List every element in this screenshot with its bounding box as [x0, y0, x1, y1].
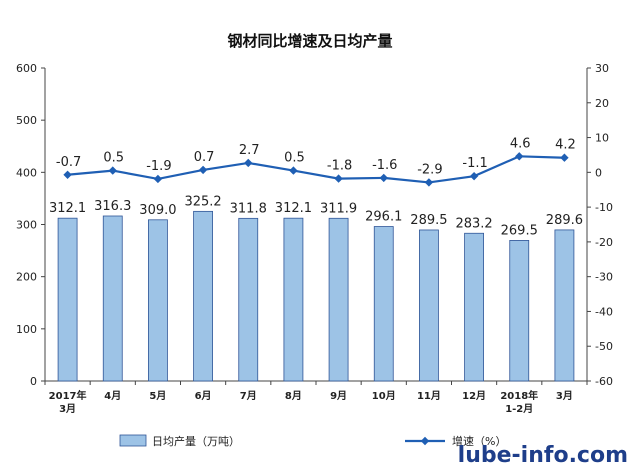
line-data-label: -0.7: [56, 155, 81, 170]
x-tick-label: 8月: [285, 390, 302, 402]
y-left-tick-label: 500: [16, 114, 37, 127]
y-right-tick-label: -20: [595, 236, 613, 249]
bar-data-label: 283.2: [455, 216, 492, 231]
bar: [419, 229, 439, 382]
growth-marker: [108, 166, 117, 175]
bar: [238, 217, 259, 382]
line-data-label: -1.9: [146, 159, 171, 174]
growth-marker: [153, 174, 163, 184]
line-data-label: 0.5: [284, 151, 305, 166]
bar: [554, 229, 575, 382]
legend-line-label: 增速（%）: [452, 434, 506, 448]
line-data-label: 4.2: [555, 138, 576, 153]
bar: [148, 219, 168, 382]
y-left-tick-label: 400: [16, 166, 37, 179]
bar: [464, 232, 484, 382]
x-tick-label: 5月: [149, 390, 166, 402]
bar: [57, 217, 78, 382]
x-tick-label: 4月: [104, 390, 121, 402]
line-data-label: -1.8: [327, 159, 352, 174]
y-left-tick-label: 100: [16, 323, 37, 336]
growth-line: [67, 155, 565, 184]
bar-data-label: 289.6: [546, 213, 583, 228]
bar: [193, 210, 213, 382]
growth-marker: [379, 173, 388, 183]
legend-line-marker: [420, 436, 430, 446]
growth-marker: [289, 166, 298, 175]
y-right-tick-label: 10: [595, 132, 609, 145]
line-data-label: 0.5: [103, 151, 124, 166]
line-data-label: 2.7: [239, 143, 260, 158]
x-tick-label: 10月: [372, 390, 396, 402]
line-data-label: 4.6: [510, 136, 531, 151]
y-left-tick-label: 600: [16, 62, 37, 75]
bar-data-label: 316.3: [94, 199, 131, 214]
y-right-tick-label: 20: [595, 97, 609, 110]
legend-bar-label: 日均产量（万吨）: [152, 434, 240, 448]
bar-data-label: 309.0: [139, 203, 176, 218]
line-data-label: 0.7: [194, 150, 215, 165]
line-data-label: -2.9: [417, 162, 442, 177]
bar-data-label: 296.1: [365, 210, 402, 225]
line-data-label: -1.6: [372, 158, 397, 173]
watermark: lube-info.com: [458, 443, 628, 467]
bar-data-label: 312.1: [49, 201, 86, 216]
x-tick-label: 2017年 3月: [49, 389, 87, 415]
y-right-tick-label: -40: [595, 305, 613, 318]
y-right-tick-label: -60: [595, 375, 613, 388]
bar-data-label: 269.5: [501, 223, 538, 238]
y-left-tick-label: 300: [16, 219, 37, 232]
chart-title: 钢材同比增速及日均产量: [227, 32, 392, 50]
growth-marker: [334, 174, 343, 183]
y-right-tick-label: -50: [595, 340, 613, 353]
growth-marker: [515, 152, 524, 161]
plot-area: 0 100 200 300 400 500 600 -60 -50 -40 -30 -20 -10 0 10…: [16, 62, 613, 415]
y-right-tick-label: -30: [595, 271, 613, 284]
y-right-tick-label: 0: [595, 166, 602, 179]
x-tick-label: 7月: [240, 390, 257, 402]
bar: [102, 215, 123, 382]
growth-marker: [198, 165, 208, 175]
x-tick-label: 11月: [417, 390, 441, 402]
line-data-label: -1.1: [462, 156, 487, 171]
growth-marker: [63, 170, 72, 179]
legend: 日均产量（万吨） 增速（%）: [119, 434, 506, 448]
x-tick-label: 2018年 1-2月: [500, 389, 538, 415]
x-tick-label: 12月: [462, 390, 486, 402]
bar: [283, 217, 304, 382]
growth-marker: [424, 178, 434, 187]
y-right-tick-label: -10: [595, 201, 613, 214]
growth-marker: [469, 171, 479, 181]
bar: [328, 217, 349, 382]
y-left-tick-label: 0: [30, 375, 37, 388]
x-tick-label: 9月: [330, 390, 347, 402]
growth-marker: [560, 153, 569, 162]
bar: [373, 226, 394, 382]
x-tick-label: 3月: [556, 390, 573, 402]
y-right-tick-label: 30: [595, 62, 609, 75]
y-left-tick-label: 200: [16, 271, 37, 284]
growth-marker: [244, 158, 253, 168]
bar-data-label: 312.1: [275, 201, 312, 216]
x-tick-label: 6月: [195, 390, 212, 402]
bar: [509, 240, 530, 382]
bar-data-label: 311.8: [230, 201, 267, 216]
bar-data-label: 289.5: [410, 213, 447, 228]
bar-data-label: 325.2: [184, 194, 221, 209]
legend-bar-swatch: [119, 434, 147, 447]
bar-data-label: 311.9: [320, 201, 357, 216]
